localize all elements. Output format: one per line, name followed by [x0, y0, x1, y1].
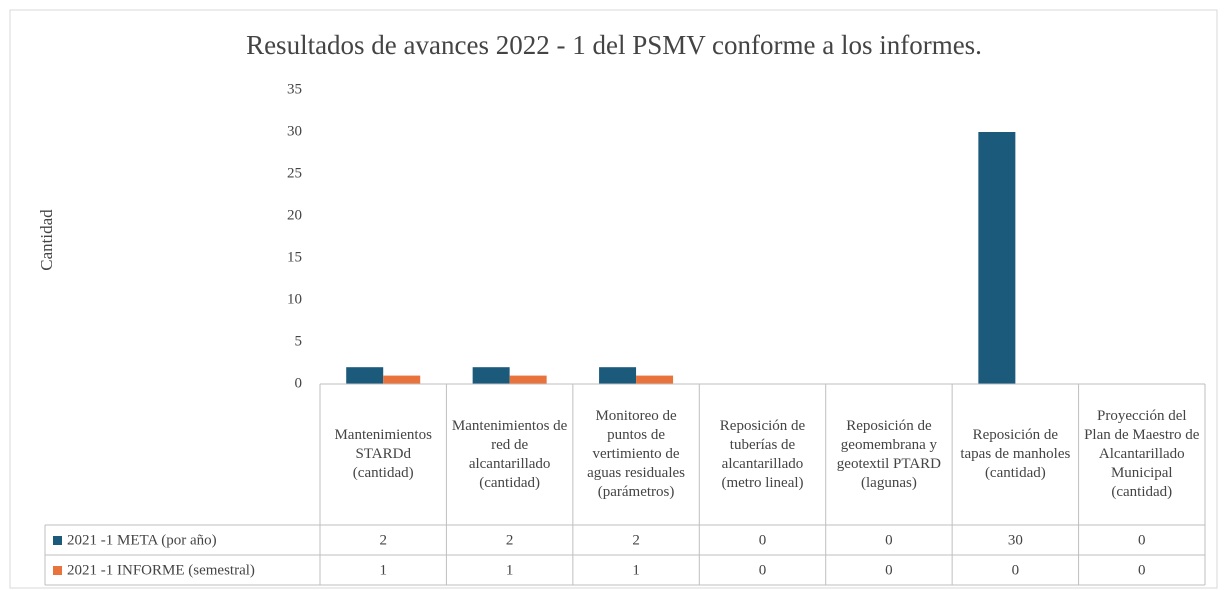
y-tick-label: 10 — [287, 291, 302, 307]
y-tick-label: 30 — [287, 123, 302, 139]
y-axis-label: Cantidad — [37, 209, 56, 271]
table-value: 30 — [1008, 532, 1023, 548]
chart-border — [9, 9, 1218, 589]
y-tick-label: 15 — [287, 249, 302, 265]
table-value: 2 — [379, 532, 387, 548]
x-tick-label: Monitoreo de puntos de vertimiento de ag… — [587, 408, 685, 500]
table-value: 0 — [1138, 532, 1146, 548]
bar — [636, 375, 674, 384]
table-value: 2 — [506, 532, 514, 548]
x-tick-label: Reposición de tapas de manholes (cantida… — [960, 427, 1071, 481]
legend-swatch — [53, 536, 62, 545]
table-value: 2 — [632, 532, 640, 548]
chart-title: Resultados de avances 2022 - 1 del PSMV … — [246, 30, 982, 60]
table-value: 0 — [1138, 562, 1146, 578]
legend-label: 2021 -1 META (por año) — [67, 532, 217, 548]
legend-swatch — [53, 566, 62, 575]
x-tick-label: Mantenimientos STARDd (cantidad) — [334, 427, 432, 481]
y-tick-label: 5 — [295, 333, 303, 349]
legend-label: 2021 -1 INFORME (semestral) — [67, 562, 255, 578]
x-tick-label: Reposición de geomembrana y geotextil PT… — [836, 417, 942, 491]
x-tick-label: Mantenimientos de red de alcantarillado … — [451, 417, 568, 491]
bar — [978, 132, 1016, 384]
bar — [599, 367, 637, 384]
table-value: 0 — [1012, 562, 1020, 578]
x-tick-label: Reposición de tuberías de alcantarillado… — [719, 417, 806, 491]
bar — [472, 367, 510, 384]
y-tick-label: 0 — [295, 375, 303, 391]
y-tick-label: 25 — [287, 165, 302, 181]
table-value: 0 — [885, 562, 893, 578]
table-value: 1 — [379, 562, 387, 578]
table-value: 0 — [885, 532, 893, 548]
table-value: 1 — [632, 562, 640, 578]
bar — [346, 367, 384, 384]
table-value: 0 — [759, 532, 767, 548]
y-tick-label: 35 — [287, 81, 302, 97]
table-value: 1 — [506, 562, 514, 578]
y-tick-label: 20 — [287, 207, 302, 223]
x-tick-label: Proyección del Plan de Maestro de Alcant… — [1084, 408, 1200, 500]
bar — [509, 375, 547, 384]
bar — [383, 375, 421, 384]
table-value: 0 — [759, 562, 767, 578]
